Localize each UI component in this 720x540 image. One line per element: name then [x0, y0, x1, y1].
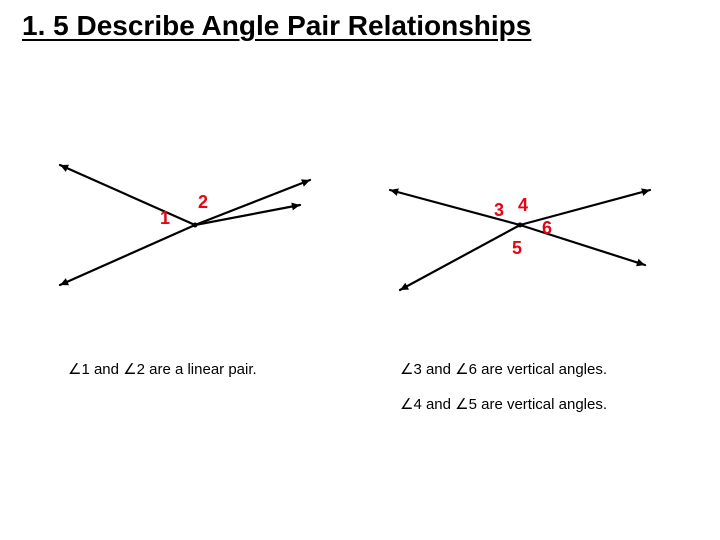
- angle-label-4: 4: [518, 195, 528, 216]
- angle-label-3: 3: [494, 200, 504, 221]
- angle-diagrams-svg: [0, 70, 720, 330]
- caption-left-1: ∠1 and ∠2 are a linear pair.: [68, 360, 257, 378]
- page-title: 1. 5 Describe Angle Pair Relationships: [22, 10, 531, 42]
- caption-right-1: ∠3 and ∠6 are vertical angles.: [400, 360, 607, 378]
- angle-label-2: 2: [198, 192, 208, 213]
- angle-label-6: 6: [542, 218, 552, 239]
- caption-right-2: ∠4 and ∠5 are vertical angles.: [400, 395, 607, 413]
- diagram-area: 1 2 3 4 6 5 ∠1 and ∠2 are a linear pair.…: [0, 70, 720, 330]
- angle-label-1: 1: [160, 208, 170, 229]
- angle-label-5: 5: [512, 238, 522, 259]
